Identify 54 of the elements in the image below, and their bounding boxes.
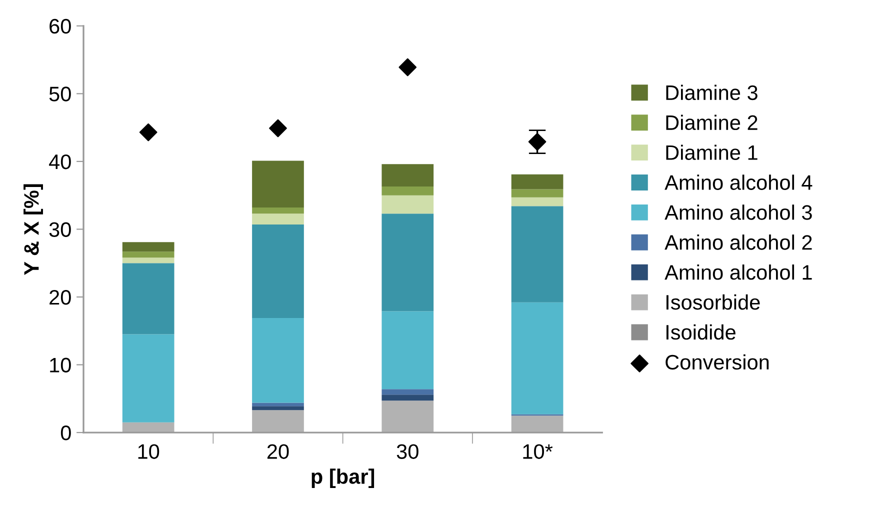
legend-label: Isosorbide xyxy=(666,294,760,310)
legend-label: Diamine 2 xyxy=(666,114,758,130)
y-tick-label: 30 xyxy=(49,222,71,237)
x-tick-label: 20 xyxy=(267,444,289,459)
bar xyxy=(252,208,304,214)
y-tick-label: 10 xyxy=(50,358,71,373)
x-tick-label: 10 xyxy=(138,444,160,459)
y-tick-label: 60 xyxy=(50,18,71,34)
y-tick-label: 20 xyxy=(50,290,71,305)
bar xyxy=(382,311,434,390)
legend-label: Amino alcohol 2 xyxy=(664,234,812,250)
bar xyxy=(122,263,174,334)
bar xyxy=(122,334,174,422)
point xyxy=(528,132,546,151)
y-tick-label: 40 xyxy=(49,154,71,170)
bar xyxy=(382,186,434,196)
bar xyxy=(252,224,304,318)
bar xyxy=(382,195,434,214)
point xyxy=(269,119,287,138)
legend-label: Diamine 1 xyxy=(666,144,758,160)
legend-label: Amino alcohol 1 xyxy=(664,264,812,280)
bar xyxy=(511,174,564,190)
legend-label: Diamine 3 xyxy=(666,84,758,100)
bar xyxy=(382,164,434,187)
bar xyxy=(511,206,564,302)
y-tick-label: 50 xyxy=(49,86,71,102)
y-tick-label: 0 xyxy=(60,426,71,440)
x-tick-label: 10* xyxy=(523,444,553,459)
x-tick-label: 30 xyxy=(396,444,418,459)
bar xyxy=(511,189,564,198)
bar xyxy=(511,197,564,206)
bar xyxy=(382,400,434,433)
bar xyxy=(122,242,174,252)
bar xyxy=(511,416,564,433)
bar xyxy=(252,160,304,208)
legend-label: Conversion xyxy=(666,354,769,370)
bar xyxy=(252,410,304,433)
bar xyxy=(252,402,304,406)
x-axis-title: p [bar] xyxy=(312,468,374,488)
legend-label: Amino alcohol 4 xyxy=(664,174,812,190)
legend-label: Amino alcohol 3 xyxy=(664,204,812,220)
bar xyxy=(122,252,174,258)
point xyxy=(139,123,158,142)
bar xyxy=(382,214,434,312)
bar xyxy=(511,302,564,414)
bar xyxy=(252,318,304,403)
y-axis-title: Y & X [%] xyxy=(24,184,43,275)
bar xyxy=(252,406,304,410)
legend-label: Isoidide xyxy=(666,324,736,340)
bar xyxy=(382,389,434,395)
bar xyxy=(122,258,174,264)
bar xyxy=(382,394,434,401)
bar xyxy=(252,214,304,224)
point xyxy=(398,58,417,76)
